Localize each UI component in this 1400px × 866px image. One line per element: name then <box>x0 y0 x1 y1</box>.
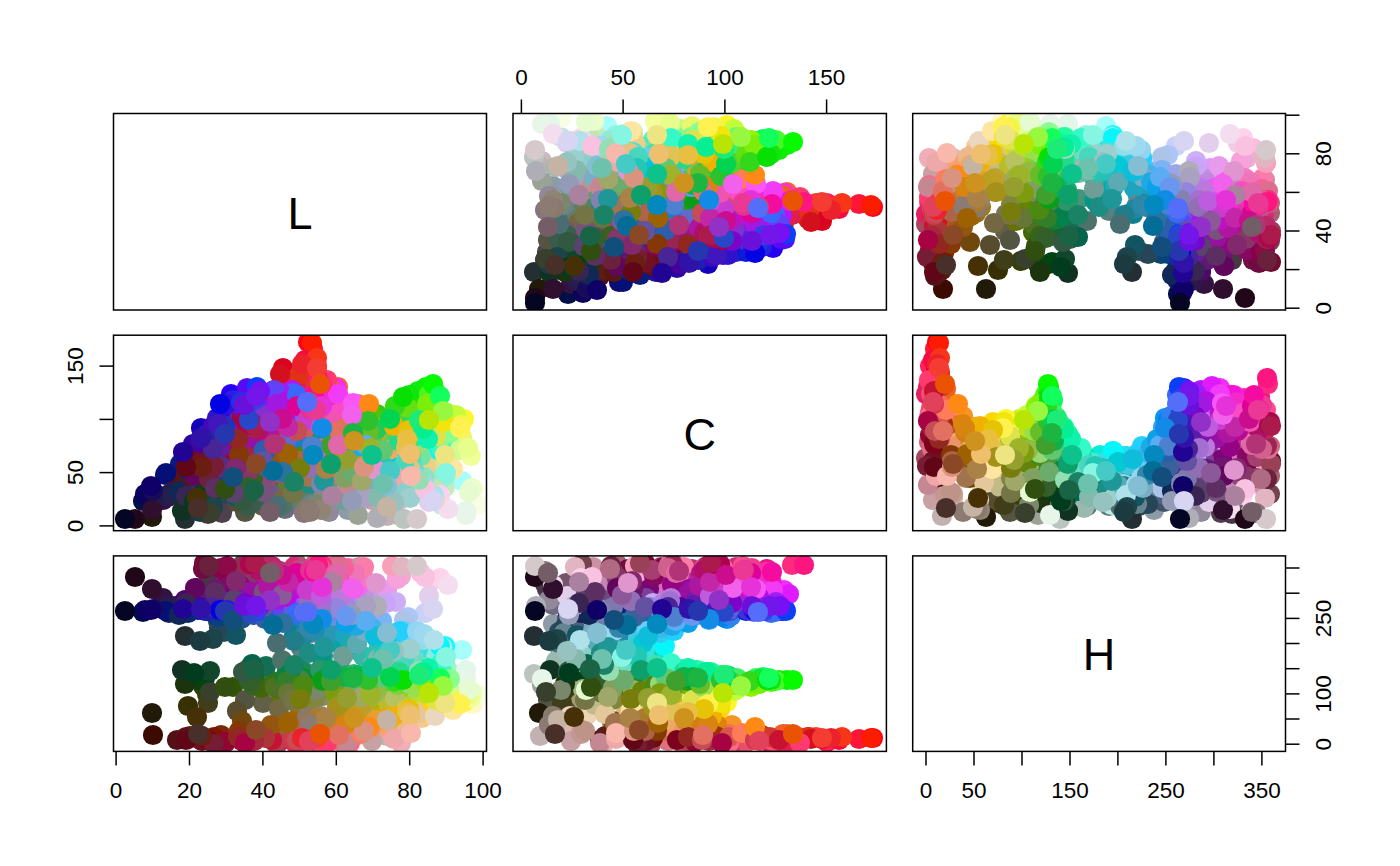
svg-text:0: 0 <box>515 65 528 90</box>
svg-text:50: 50 <box>611 65 636 90</box>
svg-text:80: 80 <box>1311 141 1336 166</box>
svg-text:100: 100 <box>1311 675 1336 713</box>
svg-text:150: 150 <box>63 347 88 385</box>
svg-text:350: 350 <box>1243 778 1281 803</box>
svg-text:C: C <box>683 409 716 460</box>
svg-text:80: 80 <box>397 778 422 803</box>
svg-text:150: 150 <box>1051 778 1089 803</box>
svg-text:100: 100 <box>464 778 502 803</box>
svg-text:40: 40 <box>250 778 275 803</box>
svg-text:0: 0 <box>1311 302 1336 315</box>
svg-text:0: 0 <box>63 520 88 533</box>
svg-text:40: 40 <box>1311 218 1336 243</box>
svg-text:20: 20 <box>177 778 202 803</box>
svg-text:100: 100 <box>706 65 744 90</box>
svg-text:L: L <box>287 188 312 239</box>
svg-text:H: H <box>1083 629 1116 680</box>
svg-text:150: 150 <box>808 65 846 90</box>
svg-text:50: 50 <box>63 460 88 485</box>
svg-text:60: 60 <box>324 778 349 803</box>
svg-text:0: 0 <box>920 778 933 803</box>
svg-text:250: 250 <box>1311 600 1336 638</box>
svg-text:50: 50 <box>961 778 986 803</box>
svg-text:250: 250 <box>1147 778 1185 803</box>
svg-text:0: 0 <box>1311 738 1336 751</box>
svg-text:0: 0 <box>110 778 123 803</box>
